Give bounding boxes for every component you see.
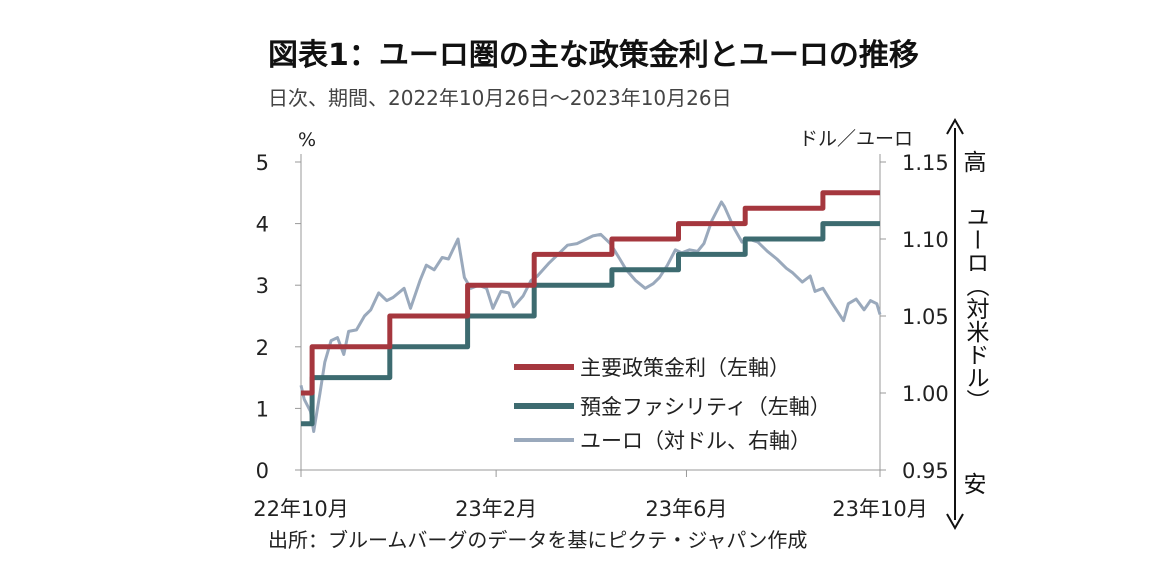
series-line-3 [299, 200, 882, 433]
side-arrow-up-head [946, 117, 964, 135]
left-axis-unit: % [298, 129, 316, 151]
side-label-euro: ユーロ（対米ドル） [962, 205, 990, 412]
left-tick-label: 5 [256, 151, 269, 175]
legend-label-3: ユーロ（対ドル、右軸） [580, 429, 811, 453]
series-layer [299, 190, 882, 433]
left-tick-label: 2 [256, 336, 269, 360]
x-tick-label: 23年10月 [832, 497, 927, 521]
left-tick-label: 3 [256, 274, 269, 298]
chart-subtitle: 日次、期間、2022年10月26日～2023年10月26日 [268, 86, 732, 110]
side-annotation: 高安 ユーロ（対米ドル） [946, 117, 990, 531]
x-tick-label: 22年10月 [253, 497, 348, 521]
source-note: 出所：ブルームバーグのデータを基にピクテ・ジャパン作成 [268, 528, 808, 552]
x-tick-label: 23年2月 [455, 497, 537, 521]
right-tick-label: 1.15 [902, 151, 949, 175]
side-arrow-down-head [946, 513, 964, 531]
right-axis-unit: ドル／ユーロ [799, 128, 913, 150]
side-label-high: 高 [964, 150, 987, 176]
legend-label-1: 主要政策金利（左軸） [580, 356, 790, 380]
series-line-2 [301, 221, 880, 427]
right-tick-label: 1.00 [902, 382, 949, 406]
left-tick-label: 0 [256, 459, 269, 483]
right-tick-label: 1.05 [902, 305, 949, 329]
side-label-low: 安 [964, 472, 987, 498]
legend-label-2: 預金ファシリティ（左軸） [580, 395, 831, 419]
series-line-1 [301, 190, 880, 396]
left-tick-label: 1 [256, 397, 269, 421]
chart-title: 図表1：ユーロ圏の主な政策金利とユーロの推移 [268, 38, 919, 73]
right-tick-label: 1.10 [902, 228, 949, 252]
right-tick-label: 0.95 [902, 459, 949, 483]
x-tick-label: 23年6月 [645, 497, 727, 521]
left-tick-label: 4 [256, 213, 269, 237]
legend: 主要政策金利（左軸） 預金ファシリティ（左軸） ユーロ（対ドル、右軸） [514, 356, 831, 453]
